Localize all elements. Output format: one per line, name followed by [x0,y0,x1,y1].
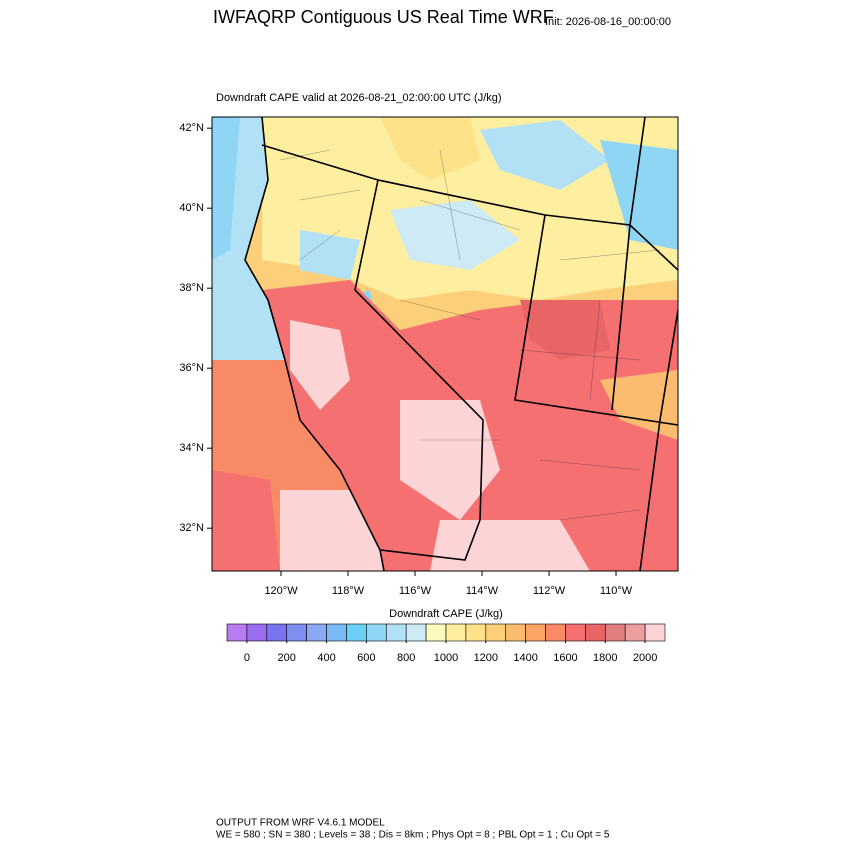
lat-tick-label: 40°N [179,202,204,214]
colorbar-swatch [485,623,507,642]
colorbar-swatch [545,623,566,642]
lon-tick-label: 120°W [264,585,298,597]
colorbar-tick-label: 0 [244,652,250,664]
colorbar-tick-label: 1600 [553,652,577,664]
colorbar-swatch [306,623,327,642]
colorbar-swatch [326,623,347,642]
init-time: Init: 2026-08-16_00:00:00 [545,16,671,28]
colorbar-tick-label: 600 [357,652,375,664]
colorbar-tick-label: 200 [278,652,296,664]
lon-tick-label: 112°W [533,585,566,597]
cape-region [212,117,240,260]
colorbar-title: Downdraft CAPE (J/kg) [389,608,503,620]
lon-tick-label: 116°W [399,585,432,597]
colorbar-swatch [286,623,307,642]
colorbar-tick-label: 400 [317,652,335,664]
colorbar-swatch [585,623,606,642]
footer-line: WE = 580 ; SN = 380 ; Levels = 38 ; Dis … [216,830,610,841]
map-frame [211,116,679,572]
lat-tick-label: 34°N [179,442,204,454]
footer-line: OUTPUT FROM WRF V4.6.1 MODEL [216,818,385,829]
cape-region [390,200,520,270]
cape-region [212,470,280,571]
lon-tick-label: 114°W [466,585,499,597]
colorbar-swatch [246,623,268,642]
cape-field [212,117,678,571]
colorbar-swatch [346,623,367,642]
colorbar-tick-label: 1200 [474,652,498,664]
cape-region [400,400,500,520]
colorbar-swatch [266,623,288,642]
map-subtitle: Downdraft CAPE valid at 2026-08-21_02:00… [216,92,502,104]
colorbar-tick-label: 800 [397,652,415,664]
colorbar-swatch [366,623,387,642]
colorbar-swatch [624,623,646,642]
cape-region [520,300,610,360]
colorbar-swatch [425,623,447,642]
cape-region [600,140,678,250]
lat-tick-label: 42°N [179,122,204,134]
colorbar-tick-label: 1400 [513,652,537,664]
colorbar-swatch [226,623,248,642]
colorbar-swatch [525,623,546,642]
colorbar-swatch [465,623,487,642]
lon-tick-label: 110°W [600,585,633,597]
colorbar-tick-label: 1800 [593,652,617,664]
colorbar-tick-label: 2000 [633,652,657,664]
cape-region [430,520,590,571]
colorbar-swatch [385,623,407,642]
colorbar-swatch [445,623,467,642]
cape-region [280,490,384,571]
title: IWFAQRP Contiguous US Real Time WRF [213,7,554,27]
lat-tick-label: 36°N [179,362,204,374]
colorbar-swatch [505,623,526,642]
colorbar-tick-label: 1000 [434,652,458,664]
lat-tick-label: 38°N [179,282,204,294]
lon-tick-label: 118°W [332,585,365,597]
map-lines [244,117,678,571]
colorbar-swatch [405,623,427,642]
cape-region [300,230,360,280]
cape-region [290,320,350,410]
colorbar-swatch [644,623,666,642]
cape-region [480,120,610,190]
colorbar-swatch [565,623,586,642]
colorbar-swatch [604,623,626,642]
cape-region [380,117,480,180]
lat-tick-label: 32°N [179,522,204,534]
